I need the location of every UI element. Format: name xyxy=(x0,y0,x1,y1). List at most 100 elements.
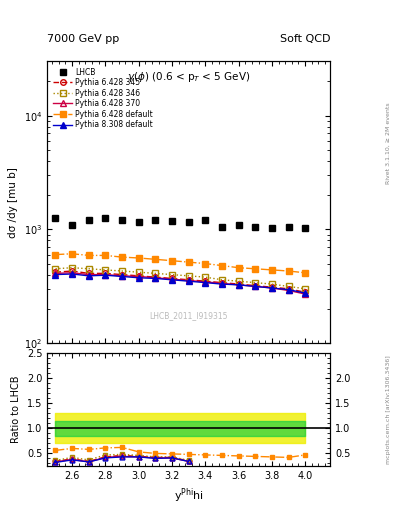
Pythia 6.428 345 xyxy=(86,270,91,276)
Pythia 6.428 346 xyxy=(120,268,125,274)
Pythia 6.428 346 xyxy=(103,267,108,273)
Pythia 6.428 345 xyxy=(236,281,241,287)
Pythia 6.428 345 xyxy=(136,273,141,279)
Pythia 6.428 345 xyxy=(103,270,108,276)
Pythia 6.428 default xyxy=(170,258,174,264)
LHCB xyxy=(253,224,257,230)
Line: Pythia 6.428 345: Pythia 6.428 345 xyxy=(53,268,308,295)
Pythia 6.428 370 xyxy=(153,275,158,281)
Line: Pythia 8.308 default: Pythia 8.308 default xyxy=(53,271,308,296)
Pythia 6.428 370 xyxy=(103,271,108,278)
Pythia 8.308 default xyxy=(103,272,108,279)
Pythia 6.428 default xyxy=(53,251,58,258)
Pythia 6.428 default xyxy=(103,252,108,259)
Pythia 6.428 370 xyxy=(70,270,75,276)
Text: 7000 GeV pp: 7000 GeV pp xyxy=(47,33,119,44)
Line: Pythia 6.428 346: Pythia 6.428 346 xyxy=(53,265,308,291)
Pythia 6.428 346 xyxy=(270,281,274,287)
Pythia 6.428 370 xyxy=(253,283,257,289)
Pythia 6.428 default xyxy=(153,256,158,262)
Y-axis label: Ratio to LHCB: Ratio to LHCB xyxy=(11,376,21,443)
LHCB xyxy=(303,225,307,231)
Pythia 6.428 345 xyxy=(253,283,257,289)
Pythia 6.428 default xyxy=(186,259,191,265)
Pythia 8.308 default xyxy=(220,281,224,287)
Pythia 6.428 346 xyxy=(303,286,307,292)
Pythia 6.428 370 xyxy=(286,287,291,293)
LHCB xyxy=(203,217,208,223)
Pythia 6.428 370 xyxy=(270,285,274,291)
Pythia 6.428 346 xyxy=(286,283,291,289)
Pythia 8.308 default xyxy=(120,273,125,280)
Pythia 6.428 346 xyxy=(203,274,208,280)
Pythia 6.428 345 xyxy=(203,278,208,284)
LHCB xyxy=(103,215,108,221)
Pythia 6.428 345 xyxy=(303,289,307,295)
LHCB xyxy=(53,215,58,221)
Pythia 6.428 370 xyxy=(120,273,125,279)
Line: Pythia 6.428 370: Pythia 6.428 370 xyxy=(53,270,308,297)
Pythia 6.428 default xyxy=(70,251,75,257)
Pythia 6.428 default xyxy=(286,268,291,274)
Pythia 6.428 346 xyxy=(53,266,58,272)
Pythia 6.428 345 xyxy=(170,275,174,282)
Pythia 8.308 default xyxy=(236,282,241,288)
Pythia 6.428 default xyxy=(86,252,91,259)
Pythia 6.428 370 xyxy=(170,276,174,282)
Pythia 6.428 default xyxy=(203,261,208,267)
Pythia 6.428 346 xyxy=(153,270,158,276)
Pythia 6.428 346 xyxy=(186,273,191,279)
Pythia 8.308 default xyxy=(86,273,91,279)
Pythia 6.428 346 xyxy=(236,278,241,284)
Pythia 6.428 default xyxy=(136,255,141,261)
Pythia 8.308 default xyxy=(70,271,75,277)
LHCB xyxy=(86,217,91,223)
Line: Pythia 6.428 default: Pythia 6.428 default xyxy=(53,251,308,275)
Text: Rivet 3.1.10, ≥ 2M events: Rivet 3.1.10, ≥ 2M events xyxy=(386,102,391,184)
Pythia 6.428 370 xyxy=(186,278,191,284)
Pythia 6.428 370 xyxy=(303,291,307,297)
Pythia 8.308 default xyxy=(270,285,274,291)
Line: LHCB: LHCB xyxy=(52,215,309,232)
Pythia 6.428 370 xyxy=(136,273,141,280)
Pythia 6.428 370 xyxy=(86,271,91,278)
LHCB xyxy=(120,217,125,223)
Text: mcplots.cern.ch [arXiv:1306.3436]: mcplots.cern.ch [arXiv:1306.3436] xyxy=(386,355,391,464)
Y-axis label: dσ /dy [mu b]: dσ /dy [mu b] xyxy=(8,167,18,238)
Pythia 6.428 346 xyxy=(86,266,91,272)
Pythia 6.428 default xyxy=(120,254,125,260)
Pythia 8.308 default xyxy=(136,275,141,281)
Pythia 6.428 370 xyxy=(236,282,241,288)
Pythia 6.428 370 xyxy=(53,270,58,276)
Pythia 6.428 345 xyxy=(70,268,75,274)
Pythia 6.428 370 xyxy=(203,279,208,285)
Pythia 8.308 default xyxy=(186,278,191,284)
Pythia 8.308 default xyxy=(286,287,291,293)
Pythia 6.428 345 xyxy=(270,284,274,290)
Text: $\gamma(\phi)$ (0.6 < p$_T$ < 5 GeV): $\gamma(\phi)$ (0.6 < p$_T$ < 5 GeV) xyxy=(127,70,250,84)
Pythia 6.428 default xyxy=(220,263,224,269)
LHCB xyxy=(153,217,158,223)
Pythia 8.308 default xyxy=(53,271,58,278)
X-axis label: y$^{\rm Phi}$hi: y$^{\rm Phi}$hi xyxy=(174,486,204,505)
Pythia 8.308 default xyxy=(170,276,174,283)
LHCB xyxy=(220,224,224,230)
LHCB xyxy=(170,218,174,224)
LHCB xyxy=(136,219,141,225)
Pythia 6.428 345 xyxy=(186,276,191,283)
Pythia 8.308 default xyxy=(303,290,307,296)
Pythia 6.428 default xyxy=(270,267,274,273)
Pythia 6.428 346 xyxy=(220,276,224,283)
Pythia 8.308 default xyxy=(203,280,208,286)
Text: LHCB_2011_I919315: LHCB_2011_I919315 xyxy=(149,311,228,321)
Pythia 6.428 default xyxy=(236,265,241,271)
Pythia 6.428 346 xyxy=(253,280,257,286)
Pythia 6.428 default xyxy=(303,270,307,276)
Pythia 6.428 346 xyxy=(170,271,174,278)
Pythia 6.428 345 xyxy=(153,274,158,280)
Pythia 6.428 345 xyxy=(220,280,224,286)
Pythia 6.428 345 xyxy=(120,271,125,278)
Pythia 6.428 346 xyxy=(136,269,141,275)
LHCB xyxy=(286,224,291,230)
Pythia 6.428 default xyxy=(253,266,257,272)
